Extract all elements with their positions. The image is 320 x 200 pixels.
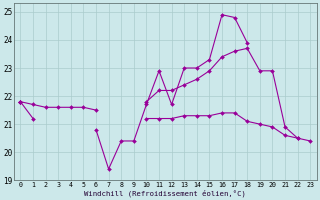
X-axis label: Windchill (Refroidissement éolien,°C): Windchill (Refroidissement éolien,°C) [84, 189, 246, 197]
